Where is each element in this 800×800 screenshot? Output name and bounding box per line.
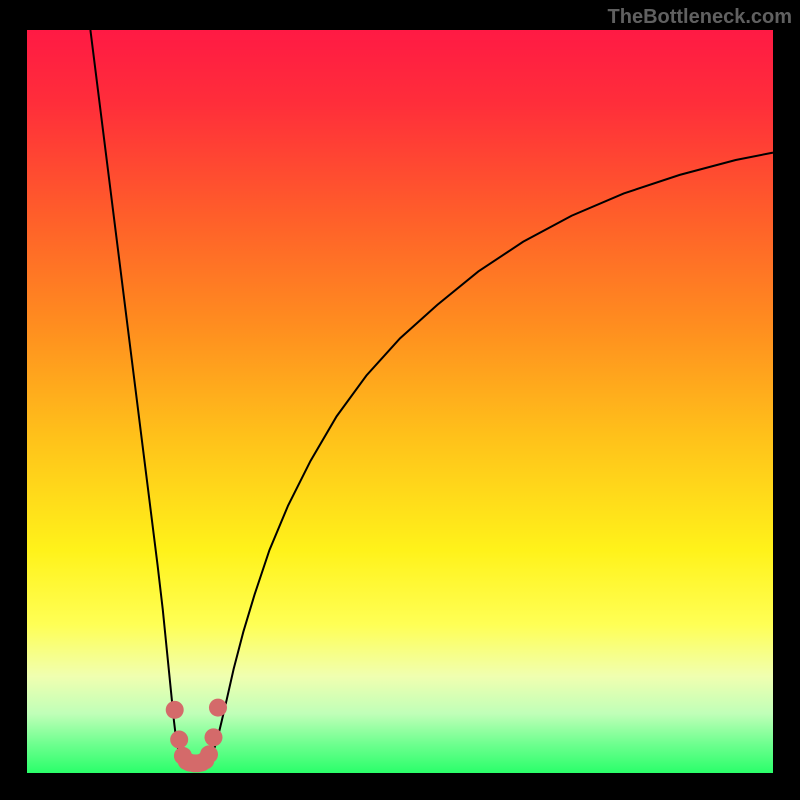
marker-dot	[205, 728, 223, 746]
bottleneck-chart	[0, 0, 800, 800]
watermark-text: TheBottleneck.com	[608, 6, 792, 29]
marker-dot	[166, 701, 184, 719]
marker-dot	[209, 699, 227, 717]
chart-frame: TheBottleneck.com	[0, 0, 800, 800]
marker-dot	[200, 745, 218, 763]
plot-background-gradient	[27, 30, 773, 773]
marker-dot	[170, 731, 188, 749]
